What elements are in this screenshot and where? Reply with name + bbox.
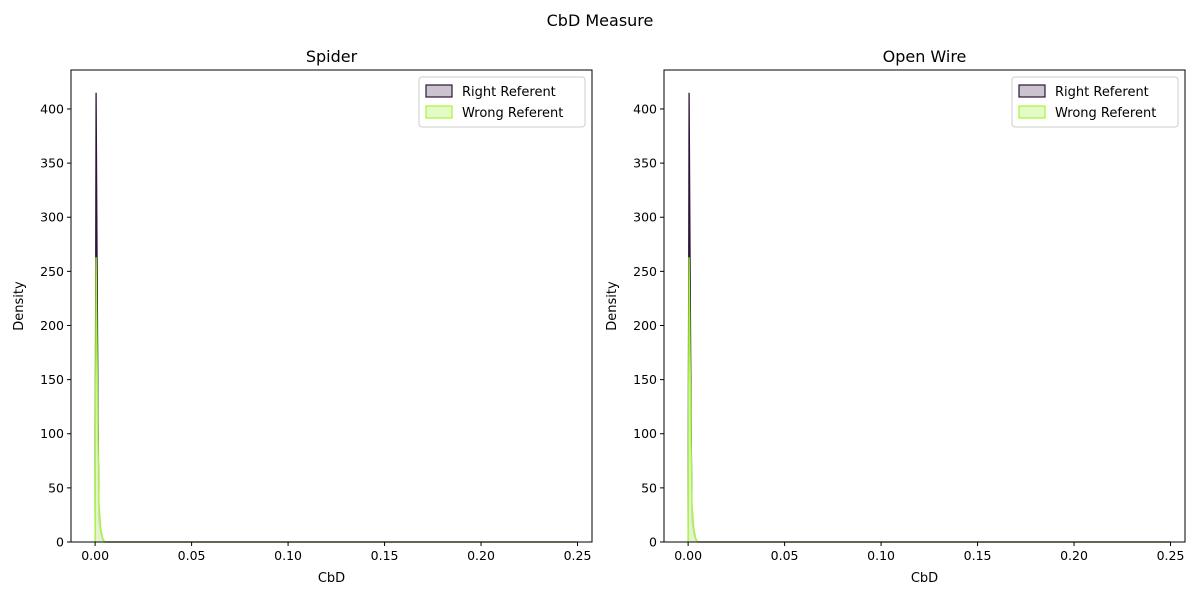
x-axis-label: CbD [911,571,938,586]
y-tick-label: 200 [40,318,64,333]
y-tick-label: 400 [633,101,657,116]
y-axis-label: Density [605,281,620,331]
x-tick-label: 0.25 [1157,548,1185,563]
y-tick-label: 400 [40,101,64,116]
y-tick-label: 350 [633,156,657,171]
x-tick-label: 0.15 [371,548,399,563]
series-line-1 [687,92,1171,543]
legend-label: Wrong Referent [1055,106,1156,121]
legend-label: Right Referent [1055,85,1149,100]
series-area-1 [95,92,578,542]
y-tick-label: 300 [40,210,64,225]
legend-box [1011,76,1179,128]
subplot-1: 0.00 0.05 0.10 0.15 0.20 0.25 0 50 100 150 200 250 3… [12,47,593,586]
y-tick-label: 50 [641,480,657,495]
series-line-2 [94,257,578,543]
y-tick-label: 0 [56,535,64,550]
x-tick-label: 0.05 [178,548,206,563]
y-tick-label: 200 [633,318,657,333]
x-tick-label: 0.00 [674,548,702,563]
subplot-title: Open Wire [883,47,967,66]
legend-box [418,76,586,128]
legend-swatch [425,105,453,119]
x-tick-label: 0.25 [564,548,592,563]
x-tick-label: 0.15 [964,548,992,563]
y-tick-label: 300 [633,210,657,225]
legend-swatch [425,84,453,98]
series-line-1 [94,92,578,543]
figure-title: CbD Measure [547,11,654,30]
x-axis-label: CbD [318,571,345,586]
y-tick-label: 100 [633,426,657,441]
legend: Right Referent Wrong Referent [1011,76,1179,128]
legend-label: Wrong Referent [462,106,563,121]
legend: Right Referent Wrong Referent [418,76,586,128]
plot-frame [70,69,593,543]
y-tick-label: 50 [48,480,64,495]
y-axis-label: Density [12,281,27,331]
series-area-2 [95,257,578,542]
plot-frame [663,69,1186,543]
x-tick-label: 0.10 [274,548,302,563]
x-tick-label: 0.00 [81,548,109,563]
legend-label: Right Referent [462,85,556,100]
series-line-2 [687,257,1171,543]
y-tick-label: 350 [40,156,64,171]
subplot-2: 0.00 0.05 0.10 0.15 0.20 0.25 0 50 100 150 200 250 3… [605,47,1186,586]
x-tick-label: 0.20 [1060,548,1088,563]
y-tick-label: 100 [40,426,64,441]
y-tick-label: 250 [633,264,657,279]
y-tick-label: 150 [40,372,64,387]
y-tick-label: 150 [633,372,657,387]
x-tick-label: 0.20 [467,548,495,563]
series-area-1 [688,92,1171,542]
x-tick-label: 0.05 [771,548,799,563]
legend-swatch [1018,84,1046,98]
legend-swatch [1018,105,1046,119]
series-area-2 [688,257,1171,542]
y-tick-label: 250 [40,264,64,279]
x-tick-label: 0.10 [867,548,895,563]
y-tick-label: 0 [649,535,657,550]
subplot-title: Spider [306,47,358,66]
